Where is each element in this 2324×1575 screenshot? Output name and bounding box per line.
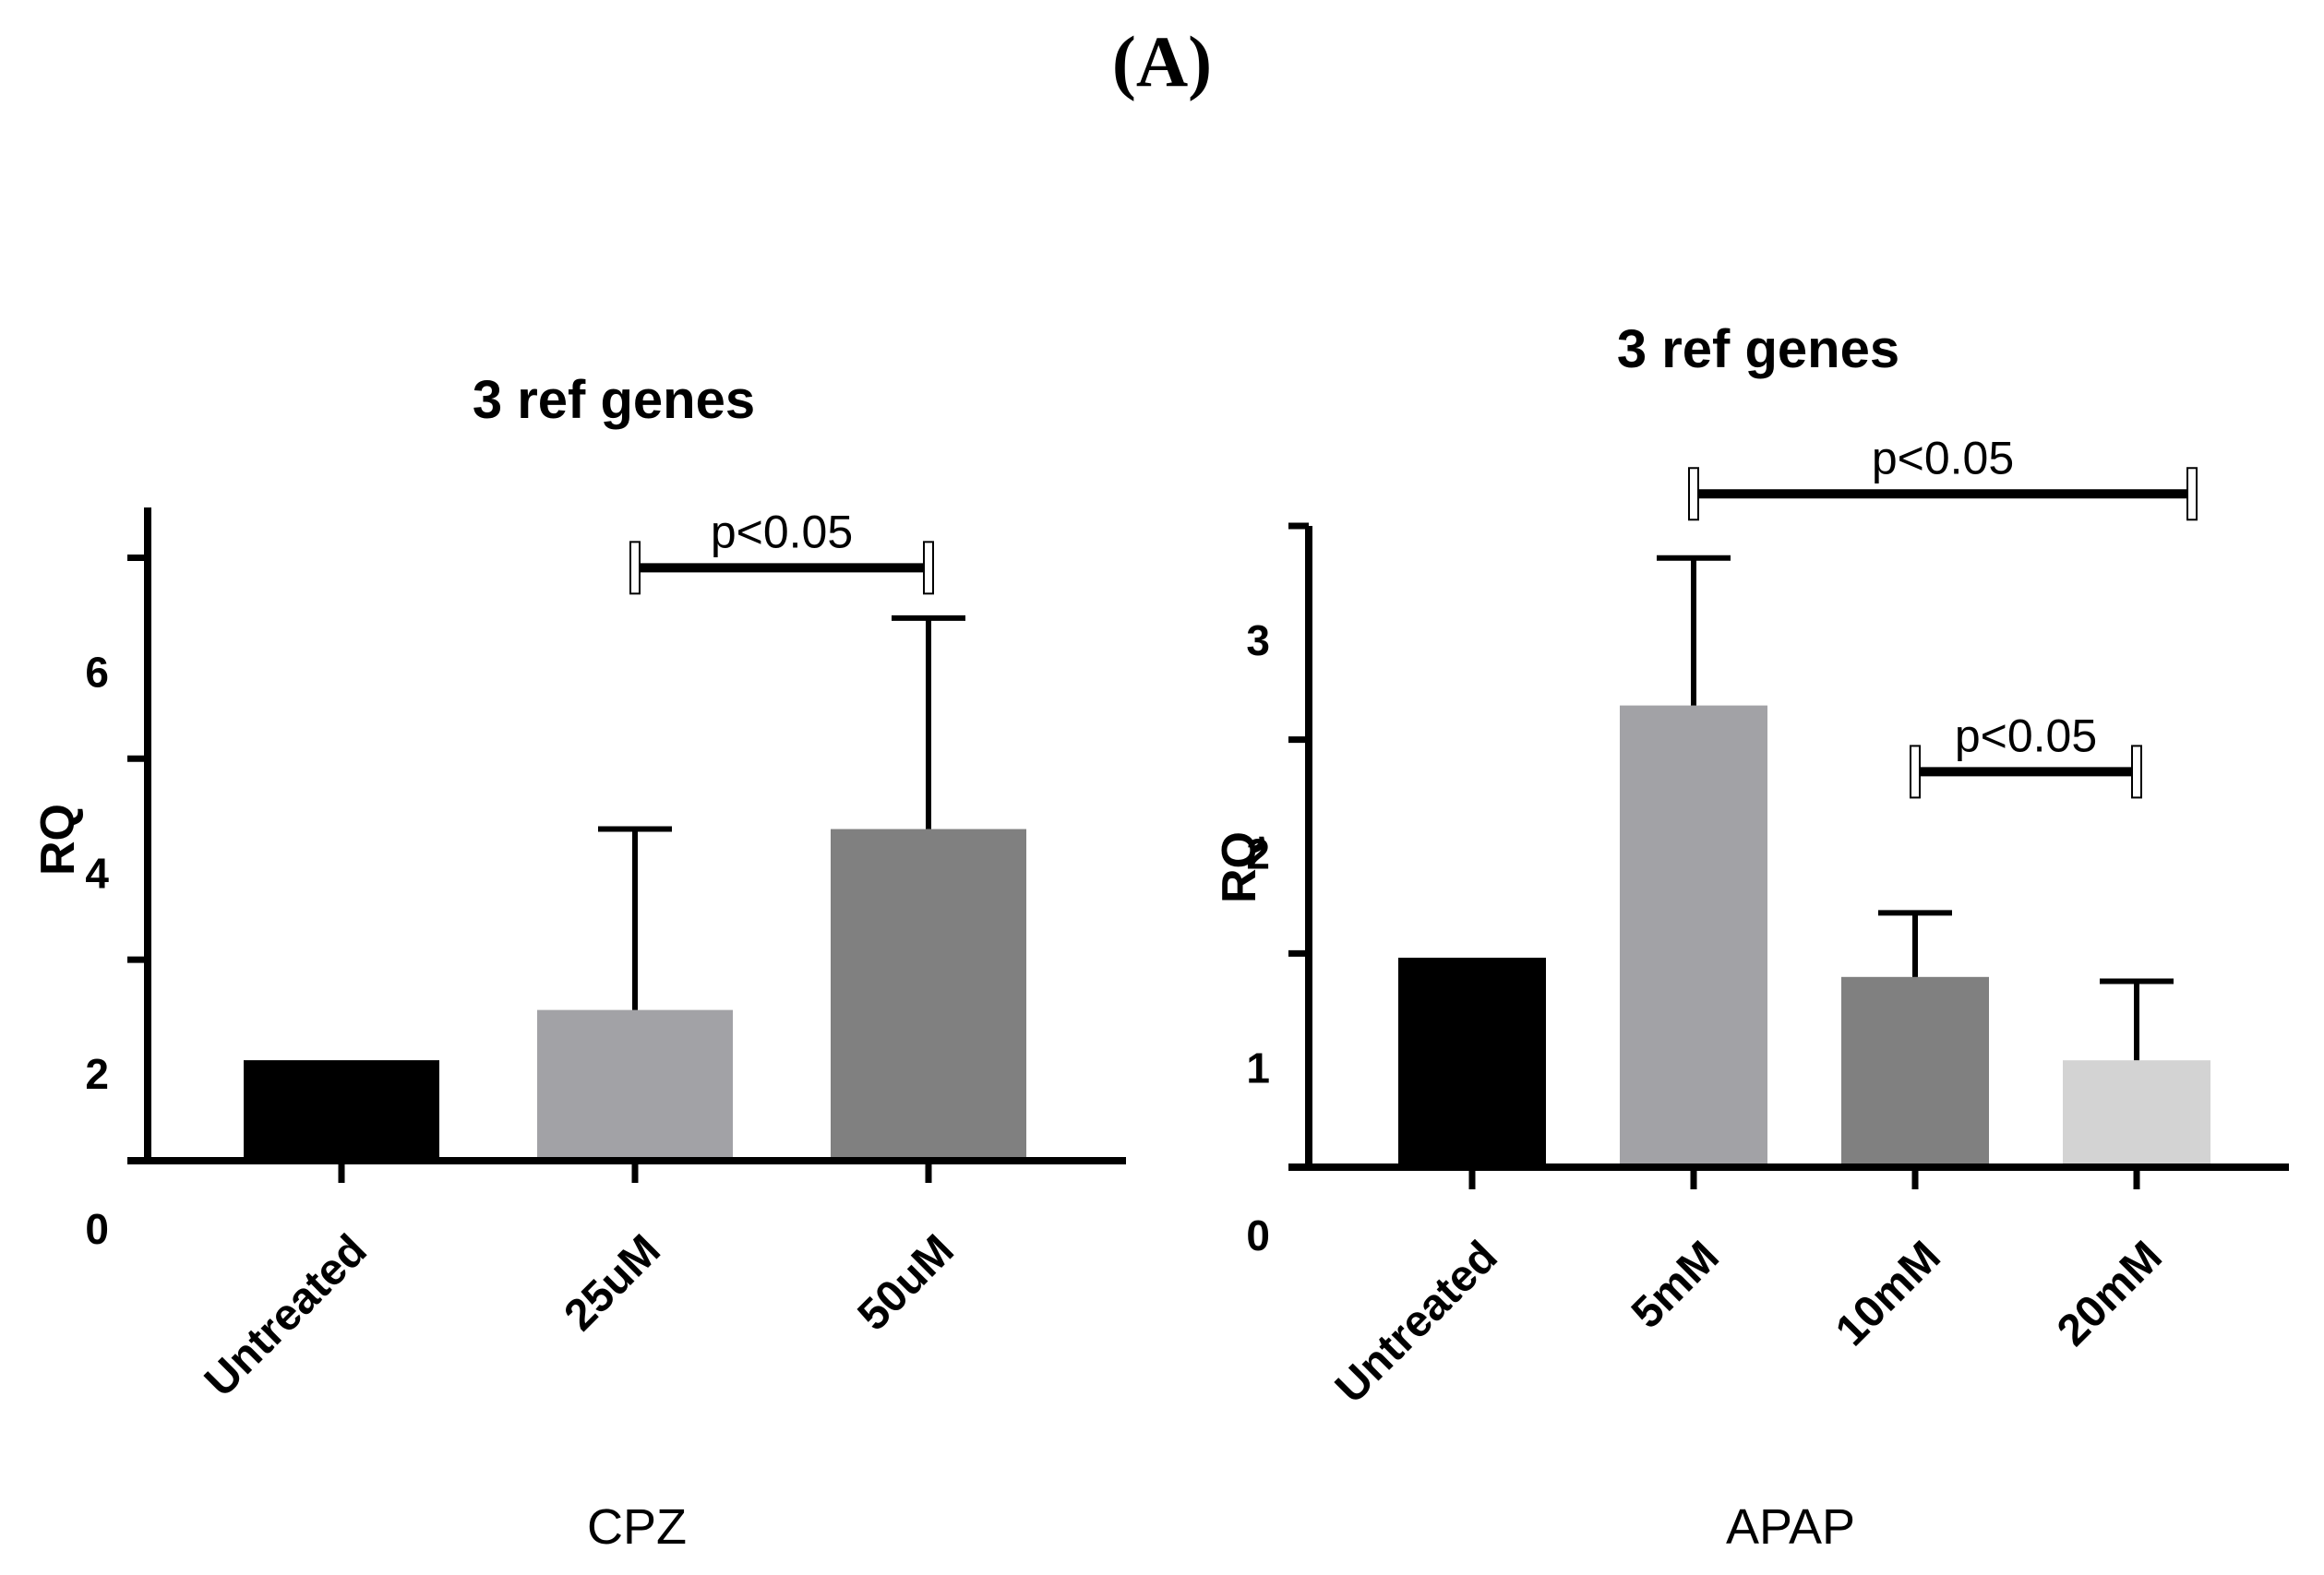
chart2-x-tick-label-10mM: 10mM <box>1827 1232 1950 1355</box>
chart2-title: 3 ref genes <box>1617 319 1899 379</box>
chart1-bar-25uM <box>537 1009 733 1161</box>
chart1-x-tick-label-25uM: 25uM <box>556 1225 670 1340</box>
chart2-x-axis-label: APAP <box>1726 1499 1855 1555</box>
chart1-bar-50uM <box>831 829 1026 1161</box>
chart1-y-axis-label: RQ <box>31 804 85 876</box>
chart1-x-tick-label-Untreated: Untreated <box>196 1225 377 1406</box>
chart2-bar-20mM <box>2063 1060 2210 1167</box>
chart2-y-tick-label-2: 2 <box>1246 830 1270 878</box>
chart2-sig-endcap-left-2 <box>1910 745 1921 799</box>
chart1-x-tick-label-50uM: 50uM <box>849 1225 964 1340</box>
chart2-bar-10mM <box>1841 976 1989 1167</box>
chart2-sig-endcap-left-1 <box>1688 467 1699 521</box>
chart2-y-tick-label-1: 1 <box>1246 1044 1270 1092</box>
chart1-bar-Untreated <box>244 1060 439 1161</box>
chart2-x-tick-label-20mM: 20mM <box>2048 1232 2172 1355</box>
chart1-y-tick-label-2: 2 <box>85 1050 109 1098</box>
chart2-bar-5mM <box>1620 705 1767 1167</box>
chart2-x-tick-label-5mM: 5mM <box>1623 1232 1729 1338</box>
chart1-y-tick-label-4: 4 <box>85 849 109 897</box>
chart2-sig-endcap-right-1 <box>2186 467 2198 521</box>
chart2-sig-label-2: p<0.05 <box>1955 710 2097 761</box>
chart1-y-tick-label-6: 6 <box>85 648 109 696</box>
chart1-y-tick-label-0: 0 <box>85 1205 109 1253</box>
panel-label: (A) <box>1111 21 1213 101</box>
chart1-sig-endcap-left-1 <box>629 541 641 595</box>
chart1-sig-endcap-right-1 <box>923 541 934 595</box>
chart1-x-axis-label: CPZ <box>587 1499 687 1555</box>
chart2-y-tick-label-3: 3 <box>1246 616 1270 664</box>
chart2-sig-label-1: p<0.05 <box>1872 432 2014 483</box>
chart1-title: 3 ref genes <box>473 370 755 430</box>
chart2-y-axis-label: RQ <box>1213 831 1266 903</box>
chart2-sig-endcap-right-2 <box>2131 745 2142 799</box>
chart1-sig-label-1: p<0.05 <box>711 506 853 557</box>
chart2-y-tick-label-0: 0 <box>1246 1211 1270 1259</box>
chart2-bar-Untreated <box>1398 957 1546 1167</box>
chart2-x-tick-label-Untreated: Untreated <box>1326 1232 1507 1413</box>
